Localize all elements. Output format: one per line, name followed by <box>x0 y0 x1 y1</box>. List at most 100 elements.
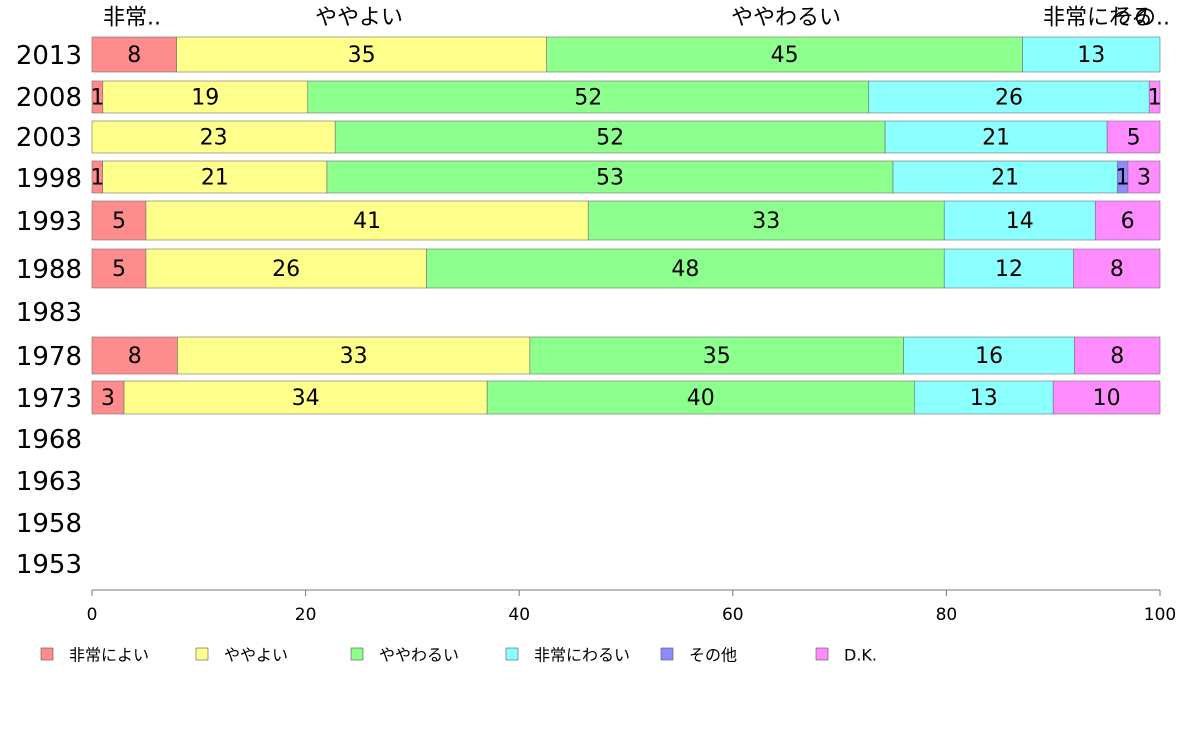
bar-segment <box>486 380 915 415</box>
bar-segment <box>145 248 427 289</box>
year-label: 1983 <box>16 298 82 328</box>
data-label: 8 <box>128 344 142 369</box>
bar-segment <box>529 336 904 375</box>
legend-swatch <box>660 647 674 661</box>
data-label: 41 <box>353 209 381 234</box>
year-label: 1998 <box>16 164 82 194</box>
data-label: 33 <box>752 209 780 234</box>
data-label: 40 <box>687 386 715 411</box>
bar-segment <box>943 200 1096 241</box>
bar-segment <box>102 80 309 114</box>
data-label: 21 <box>982 126 1010 151</box>
bar-segment <box>1148 80 1161 114</box>
legend-label: その他 <box>689 646 737 665</box>
data-label: 34 <box>292 386 320 411</box>
year-label: 2008 <box>16 83 82 113</box>
bar-segment <box>334 120 886 154</box>
data-label: 10 <box>1093 386 1121 411</box>
legend: 非常によい ややよい ややわるい 非常にわるい その他 D.K. <box>40 646 877 665</box>
data-label: 1 <box>1116 166 1130 191</box>
data-label: 26 <box>995 86 1023 111</box>
year-label: 1978 <box>16 342 82 372</box>
year-labels: 2013 2008 2003 1998 1993 1988 1983 1978 1973 1968… <box>16 41 82 580</box>
top-category-label: ややわるい <box>731 6 841 31</box>
data-label: 13 <box>1077 43 1105 68</box>
top-category-label: 非常にわる <box>1043 6 1153 31</box>
legend-label: D.K. <box>844 646 877 665</box>
data-label: 1 <box>90 86 104 111</box>
legend-label: 非常によい <box>69 646 149 665</box>
bar-segment <box>914 380 1054 415</box>
data-label: 33 <box>340 344 368 369</box>
data-label: 53 <box>596 166 624 191</box>
data-label: 5 <box>112 209 126 234</box>
bar-segment <box>91 36 177 73</box>
data-label: 1 <box>90 166 104 191</box>
bars-layer: 8 35 45 131 19 52 26 123 52 21 51 21 53 21 1 35 41 33 14 65… <box>90 36 1162 415</box>
data-label: 5 <box>112 257 126 282</box>
x-axis: 0 20 40 60 80 100 <box>87 589 1176 625</box>
bar-segment <box>892 160 1118 194</box>
legend-label: ややわるい <box>379 646 459 665</box>
bar-segment <box>1094 200 1161 241</box>
top-category-label: その.. <box>1112 6 1170 31</box>
bar-segment <box>1074 336 1161 375</box>
bar-segment <box>91 380 125 415</box>
data-label: 26 <box>272 257 300 282</box>
data-label: 45 <box>771 43 799 68</box>
year-label: 2013 <box>16 41 82 71</box>
data-label: 8 <box>1110 344 1124 369</box>
data-label: 23 <box>200 126 228 151</box>
bar-segment <box>943 248 1074 289</box>
legend-swatch <box>40 647 54 661</box>
legend-swatch <box>195 647 209 661</box>
x-tick-label: 80 <box>936 605 958 625</box>
bar-segment <box>1127 160 1161 194</box>
bar-segment <box>91 336 178 375</box>
year-label: 1963 <box>16 467 82 497</box>
legend-swatch <box>815 647 829 661</box>
data-label: 35 <box>703 344 731 369</box>
bar-segment <box>1073 248 1161 289</box>
x-tick-label: 20 <box>295 605 317 625</box>
bar-segment <box>91 248 147 289</box>
bar-segment <box>123 380 488 415</box>
bar-segment <box>91 120 336 154</box>
year-label: 1968 <box>16 425 82 455</box>
bar-segment <box>884 120 1108 154</box>
data-label: 52 <box>596 126 624 151</box>
bar-segment <box>1106 120 1161 154</box>
bar-segment <box>326 160 894 194</box>
year-label: 1973 <box>16 384 82 414</box>
legend-label: 非常にわるい <box>534 646 630 665</box>
bar-segment <box>145 200 589 241</box>
data-label: 3 <box>1137 166 1151 191</box>
x-tick-label: 100 <box>1144 605 1176 625</box>
x-tick-label: 0 <box>87 605 98 625</box>
x-tick-label: 60 <box>722 605 744 625</box>
data-label: 21 <box>201 166 229 191</box>
data-label: 1 <box>1148 86 1162 111</box>
data-label: 19 <box>191 86 219 111</box>
bar-segment <box>546 36 1023 73</box>
year-label: 1958 <box>16 509 82 539</box>
year-label: 1988 <box>16 255 82 285</box>
legend-swatch <box>505 647 519 661</box>
data-label: 35 <box>348 43 376 68</box>
data-label: 12 <box>995 257 1023 282</box>
bar-segment <box>587 200 945 241</box>
year-label: 1953 <box>16 550 82 580</box>
bar-segment <box>91 200 147 241</box>
data-label: 6 <box>1121 209 1135 234</box>
bar-segment <box>177 336 531 375</box>
x-tick-label: 40 <box>508 605 530 625</box>
bar-segment <box>1022 36 1161 73</box>
legend-label: ややよい <box>224 646 288 665</box>
bar-segment <box>307 80 870 114</box>
data-label: 13 <box>970 386 998 411</box>
data-label: 5 <box>1127 126 1141 151</box>
bar-segment <box>426 248 945 289</box>
data-label: 3 <box>101 386 115 411</box>
